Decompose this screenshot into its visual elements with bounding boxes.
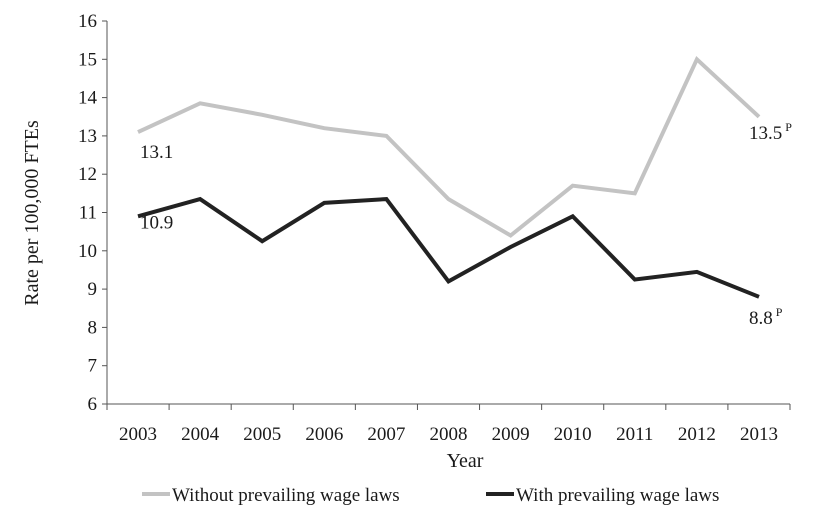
y-tick-label: 16 [78,11,97,32]
series-line-0 [137,55,761,238]
y-tick-label: 15 [78,49,97,70]
x-tick-label: 2003 [119,424,157,445]
y-tick-label: 6 [88,394,98,415]
x-axis-title: Year [447,450,484,472]
y-axis-title: Rate per 100,000 FTEs [21,120,43,306]
y-tick-label: 11 [79,203,97,224]
x-tick-label: 2007 [367,424,405,445]
y-tick-label: 9 [88,279,98,300]
x-tick-label: 2008 [430,424,468,445]
x-tick-label: 2010 [554,424,592,445]
data-label-value: 10.9 [140,212,173,233]
data-label-value: 8.8 [749,308,773,329]
data-label: 8.8 P [749,305,783,329]
x-tick-label: 2013 [740,424,778,445]
y-tick-label: 14 [78,88,98,109]
y-axis-ticks: 6 7 8 9 10 11 12 13 14 15 16 [78,11,107,415]
x-tick-label: 2005 [243,424,281,445]
y-tick-label: 10 [78,241,97,262]
data-label-value: 13.1 [140,142,173,163]
x-tick-label: 2009 [492,424,530,445]
data-label-value: 13.5 [749,123,782,144]
x-tick-label: 2011 [616,424,653,445]
data-label-superscript: P [776,305,783,319]
data-label: 13.5 P [749,120,792,144]
x-tick-label: 2006 [305,424,343,445]
series-lines [137,55,761,299]
y-tick-label: 13 [78,126,97,147]
data-label: 13.1 [140,142,173,163]
legend: Without prevailing wage laws With prevail… [142,485,719,506]
data-labels: 13.113.5 P10.98.8 P [140,120,792,329]
legend-label: With prevailing wage laws [516,485,719,506]
y-tick-label: 7 [88,356,98,377]
series-line-1 [137,196,760,299]
y-tick-label: 8 [88,317,98,338]
y-tick-label: 12 [78,164,97,185]
data-label: 10.9 [140,212,173,233]
legend-label: Without prevailing wage laws [172,485,400,506]
x-tick-label: 2004 [181,424,220,445]
data-label-superscript: P [785,120,792,134]
x-axis-ticks: 2003 2004 2005 2006 2007 2008 2009 2010 2011 2012… [106,404,791,445]
x-tick-label: 2012 [678,424,716,445]
